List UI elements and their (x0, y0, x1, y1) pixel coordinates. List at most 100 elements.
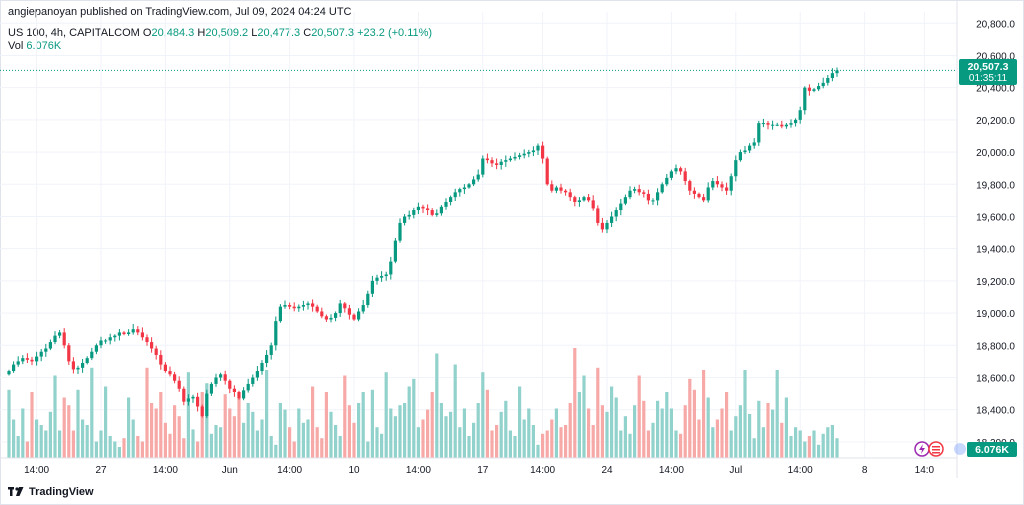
candle-body (265, 354, 269, 364)
candle (541, 141, 545, 164)
volume-bar (357, 403, 361, 458)
candle-body (646, 193, 650, 201)
volume-bar (209, 433, 213, 458)
volume-bar (292, 441, 296, 458)
candle (522, 149, 526, 159)
volume-bar (265, 370, 269, 458)
candle-body (614, 210, 618, 217)
candle-body (324, 316, 328, 320)
candle-body (771, 124, 775, 126)
candle-body (702, 197, 706, 201)
candle (803, 86, 807, 115)
candle (453, 188, 457, 202)
candle (614, 207, 618, 222)
time-axis[interactable]: 14:00 27 14:00 Jun 14:00 10 14:00 17 14:00 24 14:0… (24, 465, 934, 476)
volume-bar (228, 408, 232, 458)
candle (113, 334, 117, 342)
candle-body (292, 306, 296, 309)
candle (462, 184, 466, 194)
candle-body (807, 87, 811, 91)
volume-bar (196, 441, 200, 458)
volume-bar (21, 408, 25, 458)
volume-bar (104, 386, 108, 458)
candle (48, 339, 52, 351)
candle (315, 304, 319, 313)
volume-bar (499, 411, 503, 458)
open-value: 20,484.3 (151, 27, 195, 39)
volume-bar (255, 430, 259, 458)
candle (99, 336, 103, 349)
candle (173, 371, 177, 384)
volume-bar (251, 411, 255, 458)
volume-bar (35, 419, 39, 458)
candle (794, 118, 798, 127)
volume-label[interactable]: Vol (8, 40, 24, 52)
candle (692, 187, 696, 199)
candle (25, 353, 29, 364)
candle-body (117, 332, 121, 336)
volume-bar (283, 409, 287, 458)
candle-body (85, 358, 89, 364)
candle (205, 389, 209, 419)
volume-bar (784, 397, 788, 458)
candle (219, 372, 223, 381)
candle-body (495, 163, 499, 165)
candle (44, 343, 48, 357)
volume-bar (683, 405, 687, 458)
y-tick-label: 20,000.0 (976, 148, 1015, 159)
footer-brand[interactable]: TradingView (8, 486, 94, 498)
candle (812, 87, 816, 93)
candle (278, 304, 282, 323)
candle (283, 300, 287, 309)
candle (481, 155, 485, 178)
candle (600, 217, 604, 233)
volume-bar (545, 430, 549, 458)
candle-body (449, 197, 453, 202)
candle (421, 204, 425, 213)
volume-bar (375, 427, 379, 458)
candle (177, 376, 181, 392)
candle (7, 369, 11, 376)
candle-body (748, 145, 752, 151)
candles (7, 67, 839, 419)
y-tick-label: 19,400.0 (976, 245, 1015, 256)
x-tick-label: 14:00 (530, 465, 555, 476)
candle-body (568, 192, 572, 198)
candle (738, 149, 742, 162)
candle-body (430, 210, 434, 215)
candle-body (90, 351, 94, 359)
candle (826, 74, 830, 86)
volume-bar (766, 403, 770, 458)
y-tick-label: 18,600.0 (976, 373, 1015, 384)
event-icons[interactable] (914, 441, 944, 457)
volume-bar (352, 422, 356, 458)
candle (334, 311, 338, 322)
candle-body (821, 82, 825, 87)
candle-body (25, 358, 29, 360)
candle-body (476, 174, 480, 180)
x-tick-label: 14:0 (915, 465, 935, 476)
candle (472, 176, 476, 187)
volume-bar (127, 397, 131, 458)
symbol-label[interactable]: US 100, 4h, CAPITALCOM (8, 27, 140, 39)
candle (720, 181, 724, 192)
candle (30, 356, 34, 366)
volume-bar (370, 389, 374, 458)
candle (426, 204, 430, 216)
candle (476, 169, 480, 182)
candle-body (7, 371, 11, 375)
candle (591, 195, 595, 211)
volume-bar (531, 425, 535, 458)
candle-body (384, 274, 388, 277)
volume-bar (278, 403, 282, 458)
y-tick-label: 20,600.0 (976, 51, 1015, 62)
candle (297, 304, 301, 312)
volume-bar (48, 411, 52, 458)
price-axis[interactable]: 20,800.0 20,600.0 20,400.0 20,200.0 20,000.0… (976, 19, 1015, 449)
candle-body (150, 342, 154, 349)
candle (444, 198, 448, 210)
candle-body (435, 213, 439, 215)
x-tick-label: 14:00 (406, 465, 431, 476)
candle (669, 169, 673, 181)
